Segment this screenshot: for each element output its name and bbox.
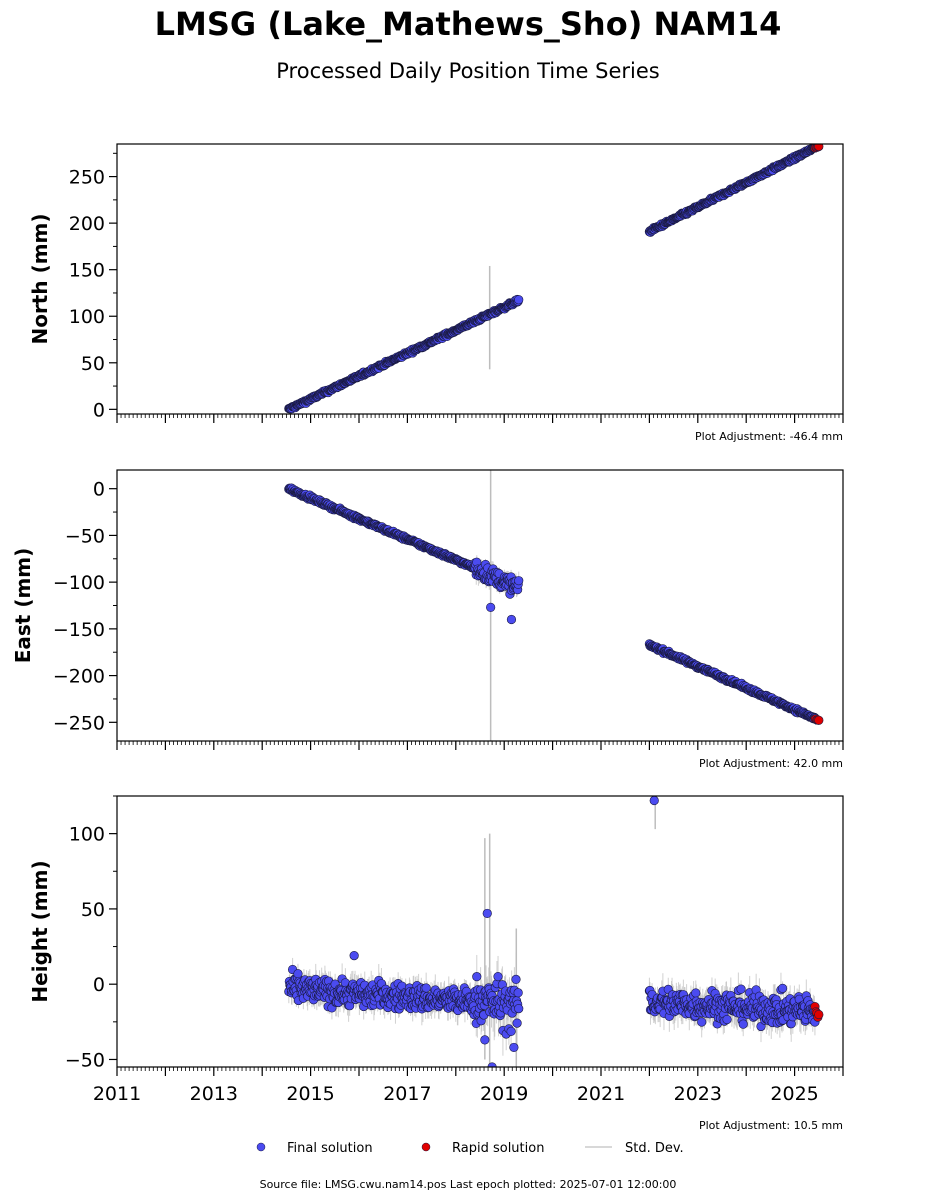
height-outlier-point <box>349 950 359 961</box>
height-x-ticks <box>116 1067 844 1076</box>
east-final-point <box>514 576 524 586</box>
east-panel: 0 −50 −100 −150 −200 −250 East (mm) Plot Adjust… <box>11 469 844 770</box>
east-plot-area <box>284 470 824 741</box>
height-final-point <box>736 984 746 994</box>
east-y-tick-label: −150 <box>53 619 105 641</box>
height-final-point <box>512 1018 522 1028</box>
north-x-ticks <box>116 414 844 423</box>
panels: 0 50 100 150 200 250 North (mm) Plot Adjustment… <box>11 143 844 1132</box>
north-y-tick-label: 0 <box>93 399 105 421</box>
east-y-tick-label: −50 <box>65 525 105 547</box>
height-final-point <box>777 983 788 993</box>
east-rapid-point <box>814 715 824 725</box>
height-y-tick-label: 50 <box>81 899 105 921</box>
north-panel: 0 50 100 150 200 250 North (mm) Plot Adjustment… <box>28 143 844 443</box>
north-y-tick-label: 100 <box>69 306 105 328</box>
height-final-point <box>691 988 701 998</box>
north-points <box>284 144 824 414</box>
height-plot-area <box>284 796 824 1067</box>
east-outlier-point <box>486 602 496 612</box>
north-y-tick-label: 250 <box>69 167 105 189</box>
height-y-tick-label: 0 <box>93 974 105 996</box>
east-axes-frame <box>116 469 844 742</box>
north-y-tick-label: 150 <box>69 260 105 282</box>
height-points <box>284 796 824 1067</box>
height-outlier-point <box>480 1035 490 1045</box>
east-y-ticks: 0 −50 −100 −150 −200 −250 <box>53 479 117 734</box>
height-outlier-point <box>509 1042 519 1053</box>
north-y-axis-label: North (mm) <box>28 213 52 344</box>
north-final-point <box>514 295 524 305</box>
north-y-ticks: 0 50 100 150 200 250 <box>69 152 117 421</box>
east-x-ticks <box>116 741 844 750</box>
east-y-tick-label: −250 <box>53 712 105 734</box>
height-final-point <box>421 983 431 993</box>
height-y-tick-label: 100 <box>69 824 105 846</box>
east-y-tick-label: −100 <box>53 572 105 594</box>
height-final-point <box>472 972 482 982</box>
height-outlier-point <box>482 908 492 919</box>
height-final-point <box>506 1026 516 1036</box>
east-plot-adjustment: Plot Adjustment: 42.0 mm <box>699 757 843 770</box>
east-y-tick-label: 0 <box>93 479 105 501</box>
height-final-point <box>493 971 503 982</box>
height-final-point <box>511 974 521 984</box>
height-outlier-point <box>649 796 659 806</box>
height-final-point <box>513 988 523 998</box>
east-y-axis-label: East (mm) <box>11 548 35 664</box>
east-outlier-point <box>506 614 517 625</box>
height-stddev-bars <box>288 796 816 1067</box>
north-y-tick-label: 200 <box>69 213 105 235</box>
height-y-tick-label: −50 <box>65 1049 105 1071</box>
east-stddev-bars <box>288 470 816 741</box>
chart-subtitle: Processed Daily Position Time Series <box>276 59 660 83</box>
east-y-tick-label: −200 <box>53 666 105 688</box>
height-final-point <box>722 1014 732 1025</box>
north-rapid-point <box>814 144 824 152</box>
height-y-ticks: 100 50 0 −50 <box>65 795 117 1071</box>
north-plot-adjustment: Plot Adjustment: -46.4 mm <box>695 430 843 443</box>
height-final-point <box>514 1004 524 1014</box>
north-y-tick-label: 50 <box>81 353 105 375</box>
height-rapid-point <box>814 1009 824 1020</box>
north-plot-area <box>284 144 824 414</box>
height-final-point <box>697 1017 707 1027</box>
height-final-point <box>293 969 303 979</box>
east-points <box>284 483 824 725</box>
chart-title: LMSG (Lake_Mathews_Sho) NAM14 <box>155 5 782 43</box>
height-final-point <box>738 1019 748 1029</box>
